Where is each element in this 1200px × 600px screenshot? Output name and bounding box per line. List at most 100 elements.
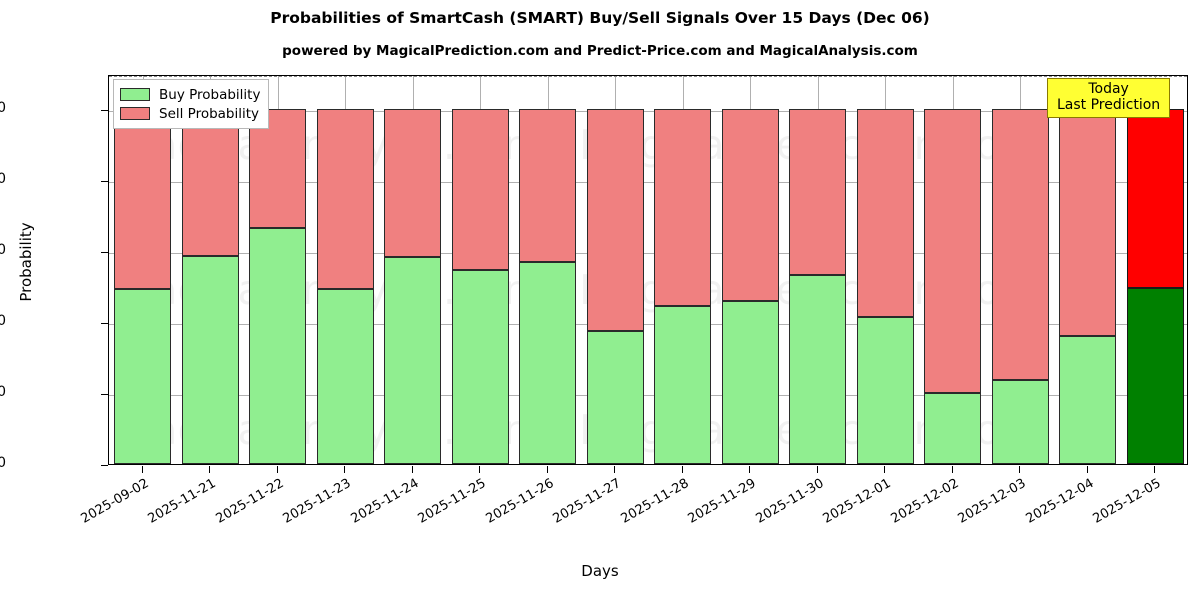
legend-item-sell: Sell Probability	[120, 104, 260, 123]
y-tick-label-20: 20	[0, 384, 6, 401]
bar-segment-buy[interactable]	[924, 393, 982, 464]
y-tick-label-40: 40	[0, 313, 6, 330]
bar-segment-buy[interactable]	[316, 288, 374, 464]
gridline-y-60	[109, 253, 1187, 255]
bar-segment-sell[interactable]	[586, 109, 644, 332]
y-tick-mark-100	[101, 110, 108, 112]
legend-swatch-sell	[120, 107, 150, 120]
legend-swatch-buy	[120, 88, 150, 101]
bar-segment-sell[interactable]	[789, 109, 847, 276]
bar-group[interactable]	[856, 76, 914, 464]
gridline-y-100	[109, 111, 1187, 113]
y-tick-label-100: 100	[0, 100, 6, 117]
bar-group[interactable]	[789, 76, 847, 464]
bar-segment-buy[interactable]	[789, 275, 847, 464]
bar-group[interactable]	[316, 76, 374, 464]
bar-segment-buy[interactable]	[1059, 336, 1117, 464]
bar-segment-buy[interactable]	[856, 316, 914, 464]
x-tick-mark-2	[277, 466, 278, 473]
chart-subtitle: powered by MagicalPrediction.com and Pre…	[282, 43, 918, 59]
bar-segment-buy[interactable]	[586, 331, 644, 464]
bar-segment-buy[interactable]	[114, 288, 172, 464]
bar-segment-sell[interactable]	[856, 109, 914, 317]
bar-segment-sell[interactable]	[114, 109, 172, 289]
bar-group[interactable]	[721, 76, 779, 464]
today-annotation-line2: Last Prediction	[1057, 97, 1161, 114]
x-tick-mark-14	[1087, 466, 1088, 473]
bar-segment-sell[interactable]	[721, 109, 779, 301]
y-tick-mark-0	[101, 465, 108, 466]
today-annotation-line1: Today	[1088, 81, 1129, 97]
bar-group[interactable]	[1126, 76, 1184, 464]
bar-group[interactable]	[519, 76, 577, 464]
bar-segment-sell[interactable]	[384, 109, 442, 257]
bar-segment-buy[interactable]	[181, 255, 239, 464]
bar-segment-buy[interactable]	[519, 261, 577, 464]
x-tick-mark-10	[817, 466, 818, 473]
x-tick-mark-8	[682, 466, 683, 473]
y-tick-label-80: 80	[0, 171, 6, 188]
x-tick-mark-11	[884, 466, 885, 473]
x-tick-mark-15	[1154, 466, 1155, 473]
y-tick-label-0: 0	[0, 455, 6, 471]
bar-segment-sell[interactable]	[181, 109, 239, 256]
chart-title: Probabilities of SmartCash (SMART) Buy/S…	[270, 9, 930, 27]
x-tick-mark-1	[209, 466, 210, 473]
bar-group[interactable]	[991, 76, 1049, 464]
y-tick-label-60: 60	[0, 242, 6, 259]
y-tick-mark-80	[101, 181, 108, 183]
x-tick-mark-4	[412, 466, 413, 473]
bar-group[interactable]	[586, 76, 644, 464]
x-tick-mark-6	[547, 466, 548, 473]
bar-segment-sell[interactable]	[654, 109, 712, 307]
y-tick-mark-20	[101, 394, 108, 396]
y-tick-mark-40	[101, 323, 108, 325]
legend-item-buy: Buy Probability	[120, 85, 260, 104]
today-annotation-box: Today Last Prediction	[1047, 78, 1171, 119]
bar-segment-buy[interactable]	[451, 269, 509, 464]
gridline-y-20	[109, 395, 1187, 397]
bar-segment-sell[interactable]	[1059, 109, 1117, 337]
bar-group[interactable]	[114, 76, 172, 464]
bar-group[interactable]	[384, 76, 442, 464]
bar-group[interactable]	[249, 76, 307, 464]
x-tick-mark-12	[952, 466, 953, 473]
threshold-dashed-line	[109, 76, 1187, 77]
y-tick-mark-60	[101, 252, 108, 254]
bar-segment-sell[interactable]	[249, 109, 307, 228]
bar-segment-sell[interactable]	[1126, 109, 1184, 289]
x-tick-mark-9	[749, 466, 750, 473]
gridline-y-80	[109, 182, 1187, 184]
x-tick-label-0: 2025-09-02	[78, 476, 152, 527]
bar-segment-buy[interactable]	[249, 227, 307, 464]
x-tick-mark-7	[614, 466, 615, 473]
x-tick-mark-3	[344, 466, 345, 473]
bar-group[interactable]	[654, 76, 712, 464]
bar-segment-sell[interactable]	[451, 109, 509, 270]
x-tick-mark-0	[142, 466, 143, 473]
bar-group[interactable]	[1059, 76, 1117, 464]
bar-segment-buy[interactable]	[721, 300, 779, 464]
y-axis-label: Probability	[17, 222, 35, 302]
bar-segment-buy[interactable]	[1126, 288, 1184, 464]
x-tick-mark-13	[1019, 466, 1020, 473]
legend-label-sell: Sell Probability	[159, 105, 260, 122]
bar-segment-sell[interactable]	[519, 109, 577, 262]
x-tick-mark-5	[479, 466, 480, 473]
plot-inner: MagicalAnalysis.comMagicalPrediction.com…	[109, 76, 1187, 464]
bar-segment-buy[interactable]	[991, 380, 1049, 464]
gridline-y-40	[109, 324, 1187, 326]
bar-segment-sell[interactable]	[316, 109, 374, 289]
bar-segment-buy[interactable]	[654, 306, 712, 464]
plot-area: MagicalAnalysis.comMagicalPrediction.com…	[108, 75, 1188, 465]
bar-segment-sell[interactable]	[924, 109, 982, 394]
bar-segment-sell[interactable]	[991, 109, 1049, 381]
x-axis-label: Days	[581, 562, 619, 580]
chart-legend: Buy Probability Sell Probability	[113, 79, 270, 129]
bar-segment-buy[interactable]	[384, 256, 442, 464]
bar-group[interactable]	[181, 76, 239, 464]
legend-label-buy: Buy Probability	[159, 86, 261, 103]
bar-group[interactable]	[924, 76, 982, 464]
bar-group[interactable]	[451, 76, 509, 464]
